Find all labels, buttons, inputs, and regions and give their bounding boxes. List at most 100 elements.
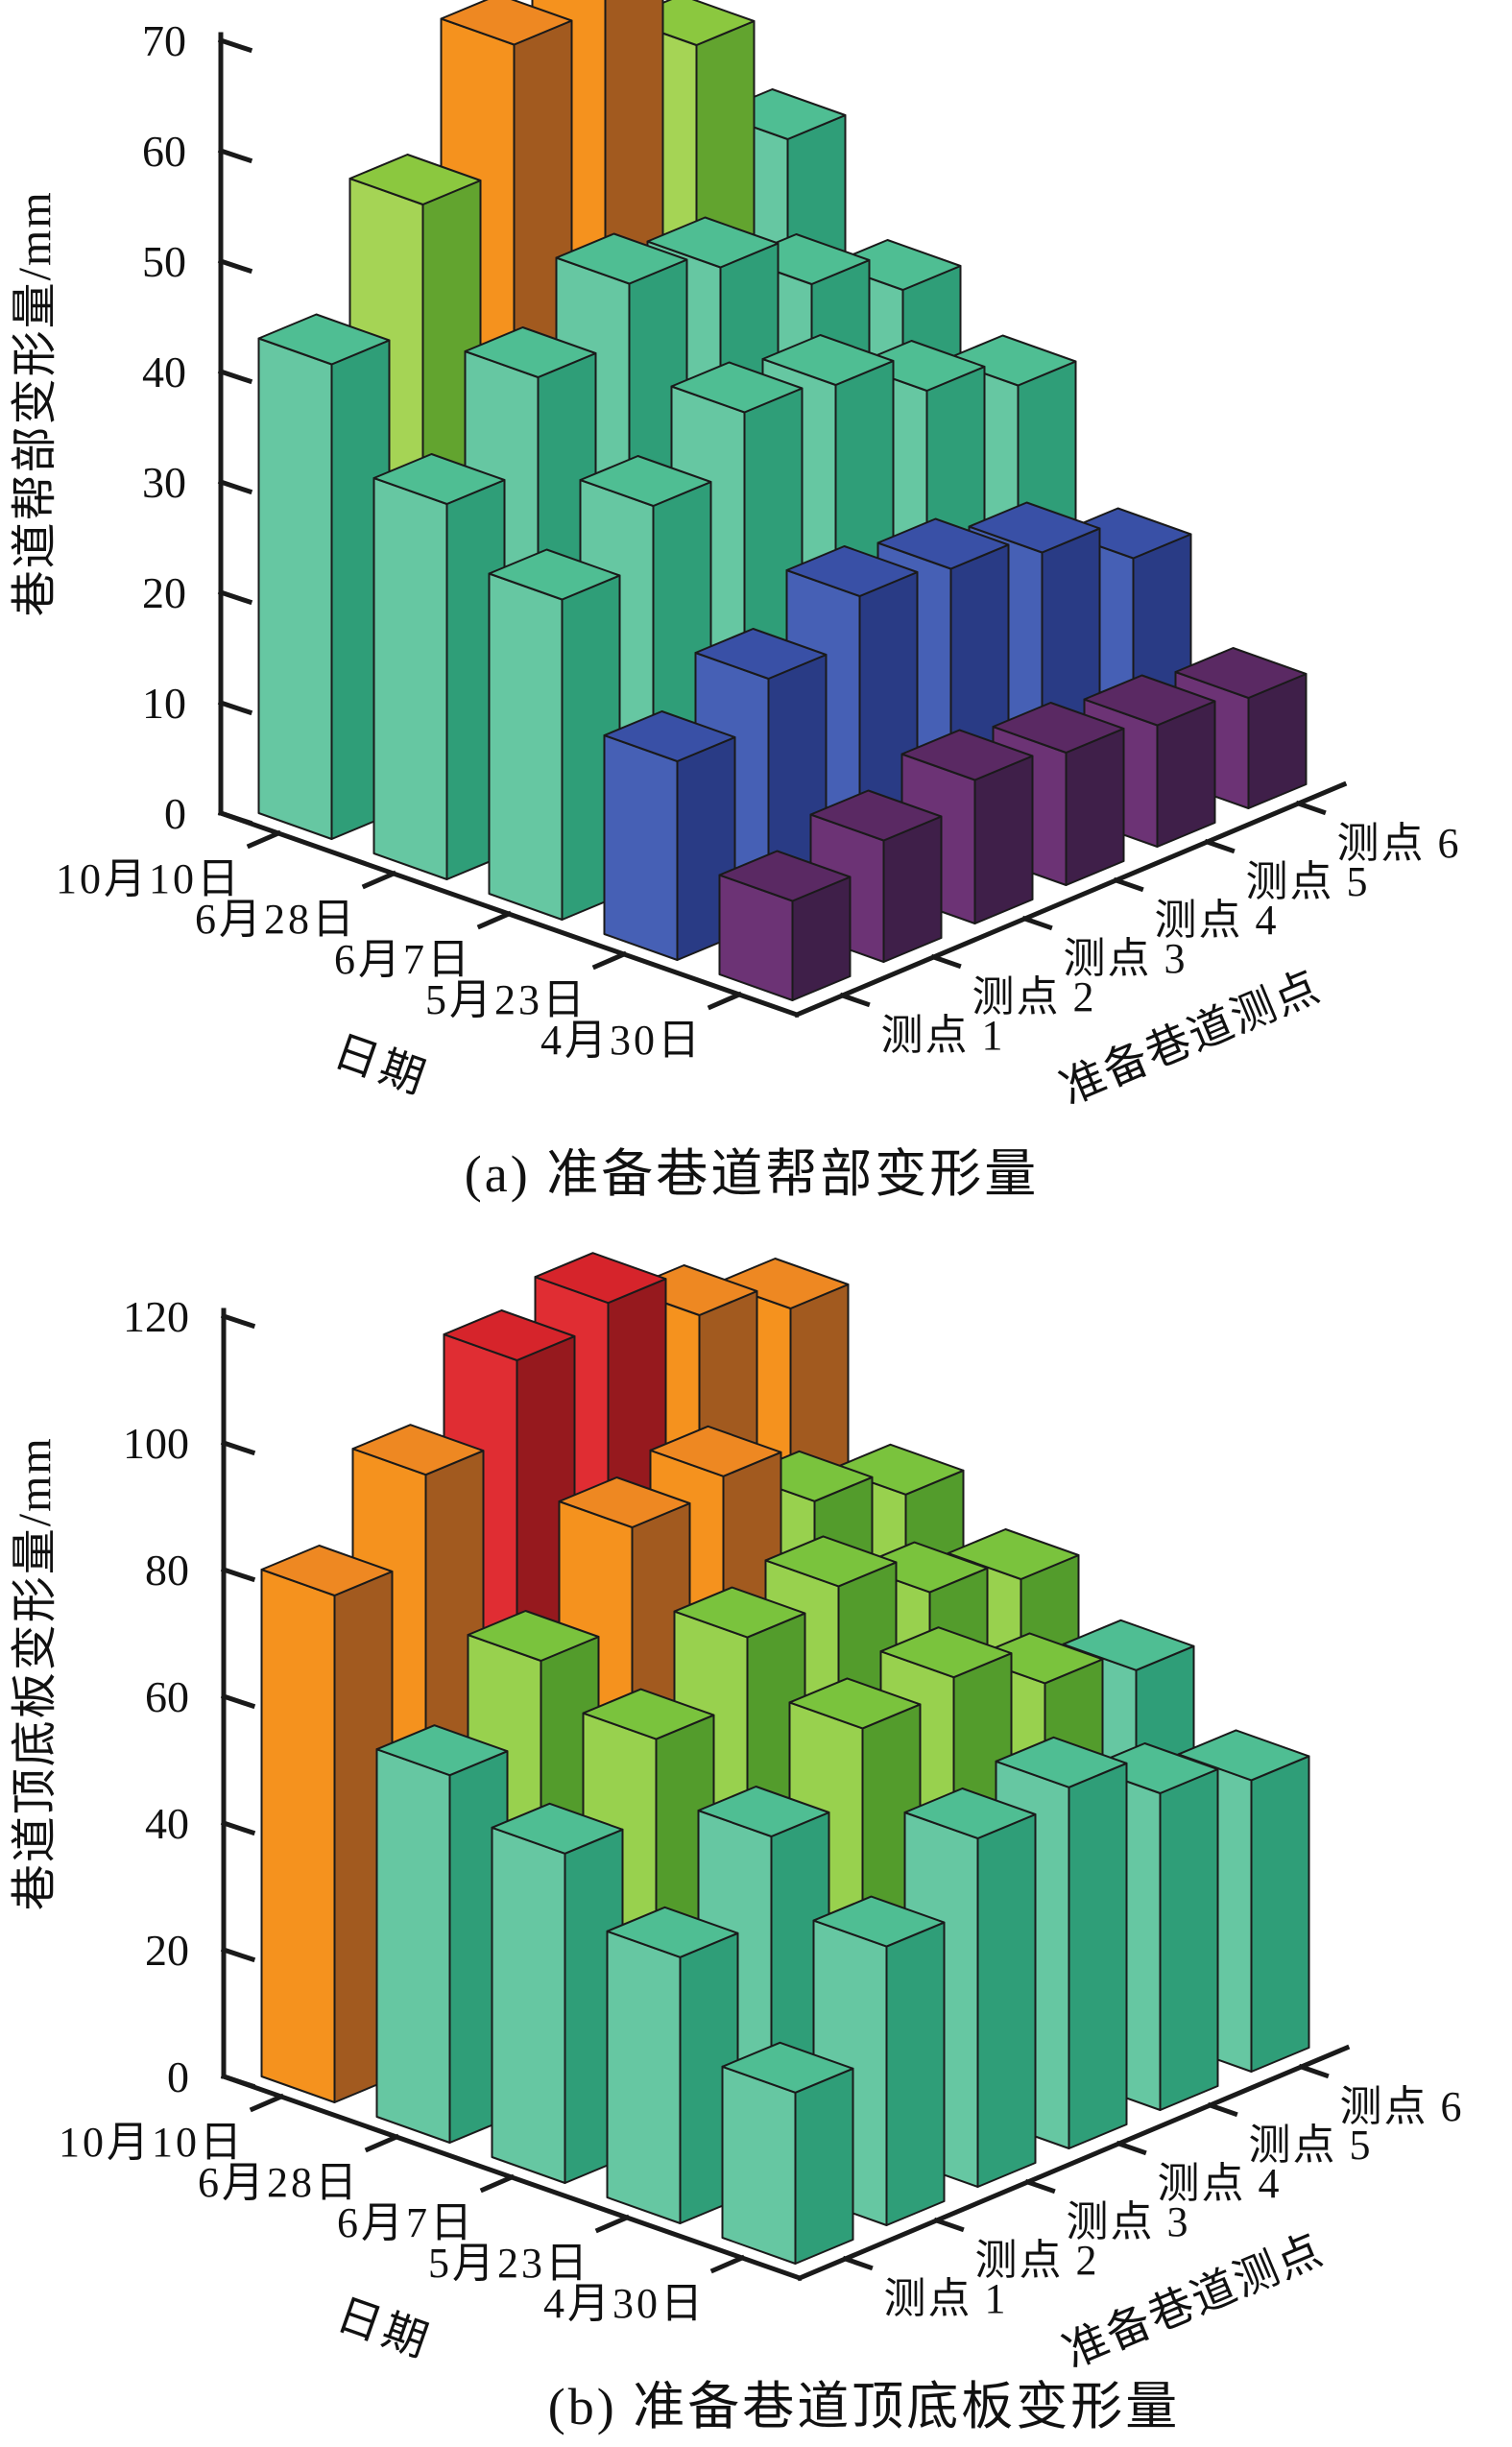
bar-face [351, 1424, 485, 1476]
date-tick-label: 6月28日 [198, 2159, 360, 2206]
y-tick-label: 80 [145, 1546, 189, 1595]
bar-a-r1c1 [257, 313, 391, 840]
bar-face [794, 2067, 854, 2265]
point-tick-label: 测点 1 [884, 2275, 1008, 2322]
bar-b-r1c1 [260, 1545, 394, 2103]
y-axis-label: 巷道帮部变形量/mm [10, 190, 60, 616]
date-tick [246, 829, 282, 850]
date-tick-label: 5月23日 [425, 976, 588, 1023]
point-tick [1113, 876, 1144, 893]
bar-face [375, 1724, 509, 1777]
bar-b-r2c1 [375, 1724, 509, 2144]
bar-face [855, 1541, 989, 1594]
date-tick [479, 2173, 516, 2194]
point-tick [930, 953, 962, 970]
y-tick [217, 809, 253, 827]
y-tick-label: 50 [142, 237, 186, 286]
date-tick [476, 910, 513, 930]
y-tick-label: 20 [142, 568, 186, 617]
bar-face [716, 1258, 850, 1309]
date-axis-label: 日期 [328, 1026, 435, 1104]
bar-face [995, 1736, 1128, 1788]
bar-face [260, 1545, 394, 1596]
bar-face [976, 1813, 1037, 2188]
bar-a-r4c1 [603, 710, 736, 961]
bar-face [1059, 507, 1192, 560]
bar-face [828, 239, 962, 291]
bar-face [348, 154, 482, 205]
point-tick [1207, 2101, 1238, 2118]
bar-face [764, 1535, 898, 1588]
y-tick-label: 30 [142, 458, 186, 507]
y-tick [217, 368, 253, 385]
point-tick-label: 测点 3 [1064, 935, 1188, 982]
bar-face [534, 1252, 667, 1305]
y-tick [220, 1819, 256, 1836]
y-tick-label: 10 [142, 679, 186, 728]
bar-b-r5c1 [721, 2041, 854, 2265]
y-tick-label: 60 [145, 1672, 189, 1721]
y-tick [220, 1312, 256, 1330]
point-tick [933, 2217, 965, 2233]
bar-face [1083, 674, 1216, 727]
date-tick-label: 4月30日 [540, 1017, 703, 1064]
date-tick-label: 6月28日 [195, 896, 357, 943]
y-tick [220, 2073, 256, 2090]
bar-face [1250, 1755, 1310, 2073]
bar-face [606, 1906, 739, 1958]
date-tick [591, 950, 628, 971]
point-axis [796, 2044, 1351, 2282]
bar-face [694, 628, 828, 680]
bar-face [718, 850, 852, 902]
y-tick [217, 588, 253, 606]
y-tick-label: 20 [145, 1926, 189, 1975]
bar-face [885, 1921, 946, 2226]
point-tick [1298, 2063, 1330, 2079]
bar-face [788, 1677, 922, 1730]
point-tick [1116, 2140, 1147, 2156]
bar-face [903, 1787, 1037, 1839]
bar-face [882, 815, 943, 963]
point-tick-label: 测点 3 [1067, 2198, 1190, 2245]
bar-face [375, 1748, 451, 2144]
chart-a: 0 10 20 30 40 50 60 70 10月10日6月28日6月7日5月23日4月30日… [10, 0, 1459, 1114]
y-tick [220, 1566, 256, 1583]
date-tick-label: 6月7日 [337, 2199, 475, 2246]
point-tick [839, 992, 871, 1008]
bar-face [1065, 728, 1125, 886]
bar-face [721, 2065, 797, 2265]
point-tick-label: 测点 2 [972, 973, 1096, 1020]
date-tick [364, 2133, 400, 2153]
y-tick [220, 1692, 256, 1710]
bar-a-r5c1 [718, 850, 852, 1001]
bar-face [992, 702, 1125, 754]
bar-face [1086, 1742, 1219, 1794]
bar-face [488, 548, 621, 601]
bar-a-r2c1 [372, 453, 506, 880]
bar-face [467, 1610, 600, 1662]
date-tick [709, 2254, 746, 2274]
bar-face [257, 313, 391, 366]
y-tick [217, 257, 253, 275]
bar-face [721, 2041, 854, 2094]
bar-face [831, 1443, 965, 1496]
bar-face [606, 1930, 682, 2224]
bar-face [673, 1586, 806, 1639]
point-tick-label: 测点 5 [1249, 2122, 1373, 2169]
point-tick [1295, 800, 1327, 816]
bar-face [947, 1528, 1080, 1580]
date-axis-label: 日期 [331, 2290, 438, 2367]
y-tick [217, 699, 253, 716]
point-tick-label: 测点 4 [1158, 2160, 1282, 2207]
bar-face [761, 334, 895, 386]
date-tick-label: 6月7日 [334, 936, 472, 983]
point-tick-label: 测点 1 [881, 1012, 1005, 1059]
y-tick [217, 478, 253, 495]
bar-face [603, 734, 679, 961]
bar-face [1156, 700, 1216, 848]
y-tick-label: 100 [123, 1419, 189, 1468]
bar-b-r4c1 [606, 1906, 739, 2224]
bar-face [582, 1688, 715, 1740]
bar-face [1068, 1762, 1128, 2149]
date-tick [594, 2214, 631, 2234]
